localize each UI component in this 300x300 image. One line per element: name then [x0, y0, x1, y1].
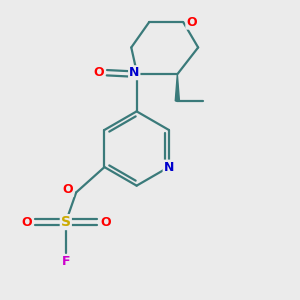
Text: O: O	[100, 216, 111, 229]
Text: S: S	[61, 215, 71, 229]
Text: F: F	[61, 255, 70, 268]
Text: N: N	[164, 160, 174, 174]
Text: O: O	[93, 66, 104, 79]
Text: O: O	[63, 183, 73, 196]
Polygon shape	[175, 74, 179, 101]
Text: O: O	[186, 16, 197, 29]
Text: N: N	[129, 66, 140, 79]
Text: O: O	[21, 216, 32, 229]
